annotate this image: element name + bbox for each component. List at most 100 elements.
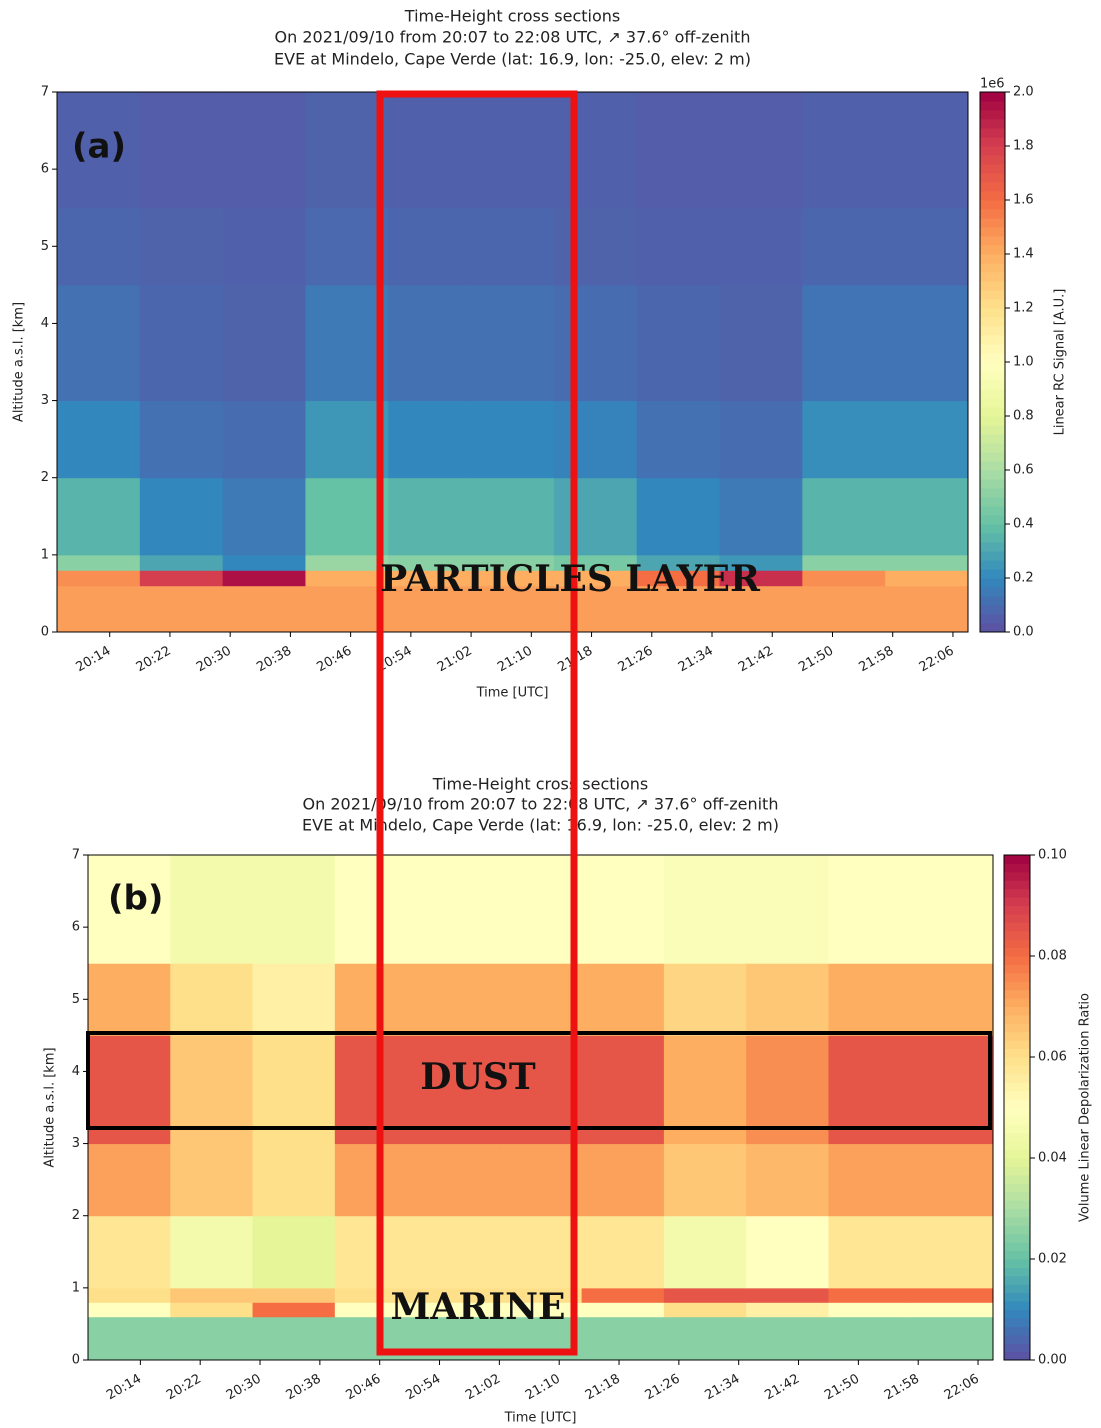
colorbar-offset: 1e6 xyxy=(980,77,1005,92)
y-tick-label: 3 xyxy=(41,393,49,408)
colorbar-swatch xyxy=(980,92,1005,102)
colorbar-swatch xyxy=(1004,1166,1030,1176)
colorbar-swatch xyxy=(980,569,1005,579)
colorbar-swatch xyxy=(980,587,1005,597)
heat-cell xyxy=(139,400,224,479)
colorbar-swatch xyxy=(1004,1158,1030,1167)
colorbar-swatch xyxy=(980,164,1005,174)
colorbar-swatch xyxy=(980,614,1005,624)
colorbar-label: Linear RC Signal [A.U.] xyxy=(1053,289,1068,436)
y-tick-label: 1 xyxy=(72,1280,80,1295)
colorbar-tick-label: 0.0 xyxy=(1013,625,1034,640)
colorbar-swatch xyxy=(1004,855,1030,864)
heat-cell xyxy=(885,207,969,286)
x-tick-label: 21:10 xyxy=(495,644,535,676)
heat-cell xyxy=(139,284,224,402)
heat-cell xyxy=(57,477,141,556)
colorbar-swatch xyxy=(1004,1326,1030,1336)
colorbar-label: Volume Linear Depolarization Ratio xyxy=(1078,993,1093,1222)
heat-cell xyxy=(719,554,803,571)
heat-cell xyxy=(746,1316,829,1361)
annotation: MARINE xyxy=(391,1286,566,1328)
heat-cell xyxy=(222,284,306,402)
heat-cell xyxy=(170,963,254,1036)
colorbar-swatch xyxy=(980,362,1005,372)
heat-cell xyxy=(88,1316,171,1361)
heat-cell xyxy=(636,400,721,479)
colorbar-swatch xyxy=(980,497,1005,507)
colorbar-swatch xyxy=(980,119,1005,129)
y-tick-label: 6 xyxy=(41,162,49,177)
x-tick-label: 21:42 xyxy=(762,1372,802,1404)
heat-cell xyxy=(57,585,141,633)
heat-cell xyxy=(388,570,472,587)
colorbar-swatch xyxy=(1004,939,1030,949)
heat-cell xyxy=(252,1035,336,1145)
heat-cell xyxy=(553,207,638,286)
chart-title: On 2021/09/10 from 20:07 to 22:08 UTC, ↗… xyxy=(303,795,779,814)
heat-cell xyxy=(553,400,638,479)
colorbar-swatch xyxy=(1004,1233,1030,1243)
colorbar-swatch xyxy=(1004,1073,1030,1083)
colorbar-swatch xyxy=(980,290,1005,300)
colorbar-swatch xyxy=(1004,888,1030,898)
y-tick-label: 5 xyxy=(72,992,80,1007)
heat-cell xyxy=(222,400,306,479)
heat-cell xyxy=(499,1215,583,1289)
heat-cell xyxy=(88,963,171,1036)
x-tick-label: 22:06 xyxy=(917,644,957,676)
x-tick-label: 20:54 xyxy=(403,1372,443,1404)
colorbar-swatch xyxy=(1004,989,1030,999)
heat-cell xyxy=(222,207,306,286)
panel-label: (a) xyxy=(72,127,126,167)
heat-cell xyxy=(885,570,969,587)
colorbar-swatch xyxy=(1004,1040,1030,1050)
heat-cell xyxy=(252,1215,336,1289)
heat-cell xyxy=(802,284,886,402)
colorbar-swatch xyxy=(980,560,1005,570)
chart-title: Time-Height cross sections xyxy=(404,7,620,26)
colorbar-swatch xyxy=(980,281,1005,291)
heat-cell xyxy=(828,1316,912,1361)
heat-cell xyxy=(746,1035,829,1145)
colorbar-swatch xyxy=(980,299,1005,309)
colorbar-swatch xyxy=(980,128,1005,138)
x-tick-label: 20:46 xyxy=(343,1372,383,1404)
colorbar-swatch xyxy=(980,542,1005,552)
colorbar-swatch xyxy=(980,308,1005,318)
colorbar-tick-label: 0.04 xyxy=(1038,1151,1067,1166)
heat-cell xyxy=(499,855,583,964)
heat-cell xyxy=(252,1316,336,1361)
heat-cell xyxy=(581,1035,665,1145)
colorbar-swatch xyxy=(980,515,1005,525)
colorbar-swatch xyxy=(980,101,1005,111)
colorbar-frame xyxy=(1003,854,1031,1361)
colorbar-swatch xyxy=(1004,871,1030,881)
heat-cell xyxy=(719,92,803,209)
heat-cell xyxy=(499,963,583,1036)
heat-cell xyxy=(471,554,555,571)
colorbar-swatch xyxy=(1004,1090,1030,1100)
annotation: PARTICLES LAYER xyxy=(380,558,761,600)
colorbar-swatch xyxy=(980,389,1005,399)
heat-cell xyxy=(139,554,224,571)
heat-cell xyxy=(170,1302,254,1318)
x-tick-label: 21:18 xyxy=(583,1372,623,1404)
colorbar-swatch xyxy=(980,200,1005,210)
y-tick-label: 2 xyxy=(72,1208,80,1223)
colorbar-swatch xyxy=(980,452,1005,462)
heat-cell xyxy=(417,963,500,1036)
heat-cell xyxy=(910,1035,994,1145)
heat-cell xyxy=(828,963,912,1036)
colorbar-swatch xyxy=(1004,1132,1030,1142)
colorbar-swatch xyxy=(1004,1267,1030,1277)
colorbar-swatch xyxy=(1004,1124,1030,1134)
heat-cell xyxy=(802,207,886,286)
colorbar-swatch xyxy=(980,263,1005,273)
colorbar-swatch xyxy=(1004,1183,1030,1193)
colorbar-swatch xyxy=(980,191,1005,201)
colorbar-swatch xyxy=(1004,981,1030,991)
heat-cell xyxy=(305,400,389,479)
heat-cell xyxy=(417,1035,500,1145)
